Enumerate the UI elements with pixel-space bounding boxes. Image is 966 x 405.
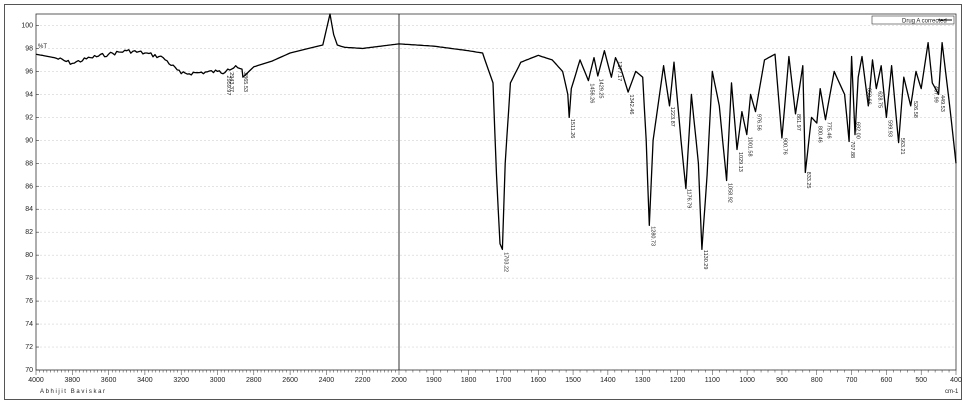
x-tick-label: 1500 <box>565 377 581 384</box>
x-axis-ticks: 4000 3800 3600 3400 3200 3000 2800 2600 2400 2200… <box>28 370 962 384</box>
x-tick-label: 3400 <box>137 377 153 384</box>
plot-area-border <box>35 13 957 371</box>
x-tick-label: 2800 <box>246 377 262 384</box>
x-tick-label: 4000 <box>28 377 44 384</box>
x-tick-label: 2200 <box>355 377 371 384</box>
y-tick-label: 78 <box>25 275 33 282</box>
y-tick-label: 86 <box>25 183 33 190</box>
peak-label: 1130.29 <box>702 250 708 269</box>
peak-label: 628.75 <box>876 91 882 108</box>
peak-label: 1029.13 <box>737 152 743 172</box>
peak-label: 526.58 <box>912 101 918 118</box>
y-tick-label: 88 <box>25 160 33 167</box>
x-tick-label: 1700 <box>496 377 512 384</box>
y-tick-label: 96 <box>25 68 33 75</box>
y-tick-label: 72 <box>25 344 33 351</box>
y-tick-label: 80 <box>25 252 33 259</box>
x-axis-unit: cm-1 <box>945 389 959 395</box>
x-tick-label: 2400 <box>319 377 335 384</box>
y-tick-label: 92 <box>25 114 33 121</box>
grid-lines <box>36 25 956 371</box>
y-tick-label: 84 <box>25 206 33 213</box>
peak-label: 900.76 <box>782 138 788 155</box>
y-tick-label: 82 <box>25 229 33 236</box>
x-tick-label: 2600 <box>282 377 298 384</box>
peak-label: 861.97 <box>795 114 801 131</box>
peak-label: 833.25 <box>805 172 811 189</box>
peak-label: 800.46 <box>817 126 823 143</box>
peak-label: 1176.79 <box>686 189 692 208</box>
peak-label: 1280.73 <box>649 226 655 246</box>
peak-label: 449.53 <box>939 95 945 112</box>
spectrum-line <box>35 13 957 251</box>
x-tick-label: 1000 <box>739 377 755 384</box>
x-tick-label: 1600 <box>530 377 546 384</box>
x-tick-label: 1800 <box>461 377 477 384</box>
peak-label: 1429.25 <box>598 79 604 99</box>
y-tick-label: 76 <box>25 298 33 305</box>
peak-label: 692.00 <box>854 122 860 139</box>
y-tick-label: 74 <box>25 321 33 328</box>
x-tick-label: 700 <box>846 377 858 384</box>
peak-label: 1377.17 <box>616 61 622 81</box>
peak-label: 775.46 <box>825 122 831 139</box>
peak-label: 707.88 <box>849 141 855 158</box>
legend: Drug A corrected <box>871 15 955 25</box>
x-tick-label: 1100 <box>705 377 720 384</box>
peak-label: 659.66 <box>866 88 872 105</box>
peak-label: 563.21 <box>899 138 905 155</box>
x-tick-label: 600 <box>881 377 893 384</box>
peak-label: 976.56 <box>755 114 761 131</box>
y-axis-label: %T <box>38 44 47 50</box>
peak-label: 1456.26 <box>588 83 594 103</box>
x-tick-label: 2000 <box>391 377 407 384</box>
peak-label: 1703.22 <box>502 252 508 272</box>
y-axis-ticks: 70 72 74 76 78 80 82 84 86 88 90 92 94 96 98 100 <box>21 22 39 374</box>
x-tick-label: 900 <box>776 377 788 384</box>
x-tick-label: 1200 <box>670 377 686 384</box>
y-tick-label: 94 <box>25 91 33 98</box>
y-tick-label: 100 <box>21 22 33 29</box>
peak-label: 1342.46 <box>628 95 634 115</box>
peak-label: 1511.26 <box>569 119 575 138</box>
peak-label: 2865.53 <box>242 72 248 92</box>
peak-label: 2943.37 <box>228 72 234 92</box>
x-tick-label: 3000 <box>210 377 226 384</box>
peak-label: 1223.87 <box>669 107 675 127</box>
x-tick-label: 400 <box>950 377 962 384</box>
x-tick-label: 1300 <box>635 377 651 384</box>
peak-label: 599.93 <box>886 120 892 137</box>
x-tick-label: 1400 <box>600 377 616 384</box>
x-tick-label: 3200 <box>173 377 189 384</box>
y-tick-label: 70 <box>25 367 33 374</box>
x-tick-label: 500 <box>915 377 927 384</box>
y-tick-label: 98 <box>25 45 33 52</box>
x-tick-label: 800 <box>811 377 823 384</box>
legend-box <box>871 15 955 25</box>
footer-operator: Abhijit Baviskar <box>40 389 107 395</box>
x-tick-label: 3800 <box>65 377 81 384</box>
peak-label: 467.99 <box>932 86 938 103</box>
peak-label: 2959.97 <box>225 76 231 96</box>
peak-label: 1058.92 <box>727 183 733 203</box>
x-tick-label: 3600 <box>101 377 117 384</box>
x-tick-label: 1900 <box>426 377 442 384</box>
legend-series-name: Drug A corrected <box>902 19 947 25</box>
peak-label: 1001.58 <box>747 137 753 157</box>
y-tick-label: 90 <box>25 137 33 144</box>
